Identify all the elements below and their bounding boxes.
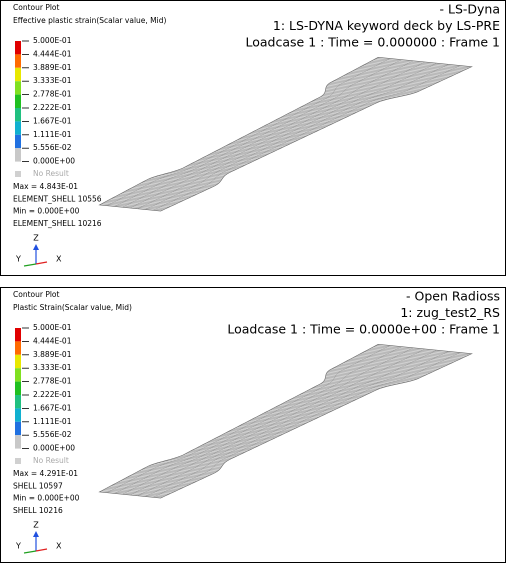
legend-label: 3.333E-01: [33, 76, 72, 85]
header-line: 1: LS-DYNA keyword deck by LS-PRE: [273, 18, 500, 33]
legend-label: 2.222E-01: [33, 103, 72, 112]
field-name: Effective plastic strain(Scalar value, M…: [13, 16, 166, 25]
no-result: No Result: [33, 456, 69, 465]
legend-band: [15, 121, 21, 134]
screen: Contour Plot Effective plastic strain(Sca…: [0, 0, 506, 563]
legend-band: [15, 41, 21, 54]
legend-band: [15, 341, 21, 354]
legend-band: [15, 408, 21, 421]
header-line: Loadcase 1 : Time = 0.0000e+00 : Frame 1: [227, 322, 500, 337]
axis-z-label: Z: [33, 521, 39, 530]
axis-y-label: Y: [15, 542, 21, 551]
page: {"panels": [ {"contour_title": "Contour …: [0, 0, 506, 563]
legend-band: [15, 108, 21, 121]
legend-label: 5.000E-01: [33, 323, 72, 332]
legend-label: 4.444E-01: [33, 49, 72, 58]
legend-label: 0.000E+00: [33, 157, 75, 166]
header-line: 1: zug_test2_RS: [400, 305, 500, 320]
legend-label: 3.889E-01: [33, 63, 72, 72]
legend-band: [15, 135, 21, 148]
header-line: Loadcase 1 : Time = 0.000000 : Frame 1: [246, 35, 501, 50]
legend-band: [15, 68, 21, 81]
info-line: Min = 0.000E+00: [13, 494, 80, 503]
panel: Contour Plot Plastic Strain(Scalar value,…: [1, 288, 506, 563]
header-line: - Open Radioss: [406, 289, 500, 304]
legend-label: 3.889E-01: [33, 350, 72, 359]
legend-label: 2.222E-01: [33, 390, 72, 399]
legend-label: 5.556E-02: [33, 143, 72, 152]
header-line: - LS-Dyna: [440, 2, 501, 17]
no-result: No Result: [33, 169, 69, 178]
legend-band: [15, 422, 21, 435]
panel: Contour Plot Effective plastic strain(Sca…: [1, 1, 506, 276]
legend-label: 1.111E-01: [33, 130, 72, 139]
info-line: ELEMENT_SHELL 10216: [13, 219, 102, 228]
legend-band: [15, 81, 21, 94]
legend-band: [15, 382, 21, 395]
contour-title: Contour Plot: [13, 290, 60, 299]
legend-label: 4.444E-01: [33, 336, 72, 345]
info-line: SHELL 10216: [13, 506, 63, 515]
legend-band: [15, 355, 21, 368]
info-line: ELEMENT_SHELL 10556: [13, 194, 102, 203]
legend-label: 1.667E-01: [33, 116, 72, 125]
legend-label: 3.333E-01: [33, 363, 72, 372]
legend-label: 1.111E-01: [33, 417, 72, 426]
legend-band: [15, 328, 21, 341]
legend-label: 2.778E-01: [33, 90, 72, 99]
legend-label: 0.000E+00: [33, 444, 75, 453]
info-line: Max = 4.843E-01: [13, 182, 78, 191]
legend-band: [15, 148, 21, 161]
axis-x-label: X: [56, 542, 62, 551]
legend-label: 2.778E-01: [33, 377, 72, 386]
legend-band: [15, 435, 21, 448]
field-name: Plastic Strain(Scalar value, Mid): [13, 303, 132, 312]
no-result-swatch: [15, 458, 21, 464]
axis-y-label: Y: [15, 255, 21, 264]
legend-label: 1.667E-01: [33, 403, 72, 412]
no-result-swatch: [15, 171, 21, 177]
info-line: Min = 0.000E+00: [13, 207, 80, 216]
legend-band: [15, 368, 21, 381]
contour-title: Contour Plot: [13, 3, 60, 12]
legend-band: [15, 395, 21, 408]
info-line: SHELL 10597: [13, 481, 63, 490]
axis-x-label: X: [56, 255, 62, 264]
info-line: Max = 4.291E-01: [13, 469, 78, 478]
axis-z-label: Z: [33, 234, 39, 243]
legend-band: [15, 54, 21, 67]
legend-band: [15, 95, 21, 108]
legend-label: 5.556E-02: [33, 430, 72, 439]
legend-label: 5.000E-01: [33, 36, 72, 45]
